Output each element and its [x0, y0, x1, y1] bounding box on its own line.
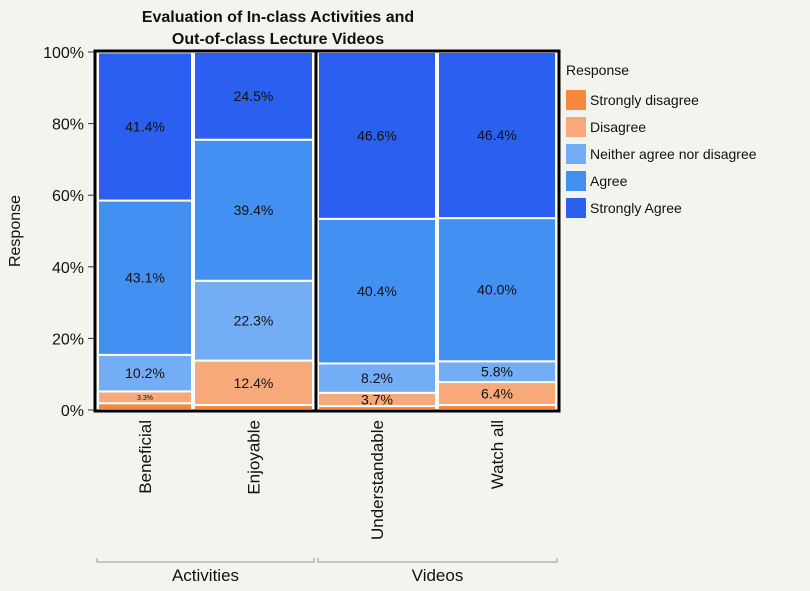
legend-swatch [566, 89, 586, 110]
y-tick-label: 60% [52, 188, 84, 205]
group-bracket [96, 558, 315, 563]
bar-value-label: 5.8% [481, 364, 513, 380]
y-tick-label: 40% [52, 260, 84, 277]
legend-item: Neither agree nor disagree [566, 140, 757, 167]
bar-value-label: 12.4% [234, 375, 274, 391]
legend-label: Agree [590, 172, 628, 189]
bar-value-label: 24.5% [234, 88, 274, 104]
bar-segment [317, 51, 437, 220]
bar-segment [97, 353, 193, 393]
bar-value-label: 46.6% [357, 127, 397, 143]
x-category-label: Watch all [488, 420, 507, 489]
y-tick-label: 100% [43, 45, 84, 62]
bar-value-label: 10.2% [125, 365, 165, 381]
chart-title-line: Out-of-class Lecture Videos [172, 31, 384, 48]
bar-value-label: 39.4% [234, 202, 274, 218]
bar-value-label: 3.3% [137, 395, 153, 402]
bar-segment [97, 199, 193, 356]
bar-value-label: 46.4% [477, 127, 517, 143]
x-category-label: Understandable [368, 420, 387, 540]
y-axis-label: Response [7, 195, 24, 267]
group-bracket [317, 558, 558, 563]
chart-title-line: Evaluation of In-class Activities and [142, 9, 414, 26]
legend-label: Strongly disagree [590, 91, 699, 108]
legend-swatch [566, 116, 586, 137]
bar-segment [317, 362, 437, 394]
bar-value-label: 43.1% [125, 270, 165, 286]
legend-item: Strongly disagree [566, 86, 757, 113]
legend-item: Disagree [566, 113, 757, 140]
bar-segment [193, 51, 314, 141]
bar-segment [193, 279, 314, 362]
legend: Response Strongly disagree Disagree Neithe… [566, 62, 757, 221]
legend-label: Disagree [590, 118, 647, 135]
legend-swatch [566, 197, 586, 218]
legend-item: Agree [566, 167, 757, 194]
bar-segment [97, 402, 193, 411]
legend-item: Strongly Agree [566, 194, 757, 221]
bar-value-label: 40.0% [477, 282, 517, 298]
x-category-label: Beneficial [136, 420, 155, 494]
bar-value-label: 22.3% [234, 313, 274, 329]
legend-title: Response [566, 62, 630, 78]
bar-value-label: 40.4% [357, 283, 397, 299]
y-tick-label: 80% [52, 117, 84, 134]
group-label: Activities [172, 566, 239, 585]
legend-label: Neither agree nor disagree [590, 145, 757, 162]
legend-label: Strongly Agree [590, 199, 682, 216]
bar-segment [97, 51, 193, 202]
bar-segment [317, 217, 437, 365]
bar-value-label: 8.2% [361, 370, 393, 386]
group-label: Videos [412, 566, 464, 585]
bar-segment [437, 217, 557, 363]
bar-value-label: 6.4% [481, 386, 513, 402]
legend-swatch [566, 143, 586, 164]
y-tick-label: 0% [61, 403, 84, 420]
bar-segment [193, 359, 314, 406]
group-frame-videos [314, 49, 561, 413]
bar-value-label: 41.4% [125, 118, 165, 134]
x-category-label: Enjoyable [245, 420, 264, 495]
bar-value-label: 3.7% [361, 391, 393, 407]
y-tick-label: 20% [52, 331, 84, 348]
legend-swatch [566, 170, 586, 191]
